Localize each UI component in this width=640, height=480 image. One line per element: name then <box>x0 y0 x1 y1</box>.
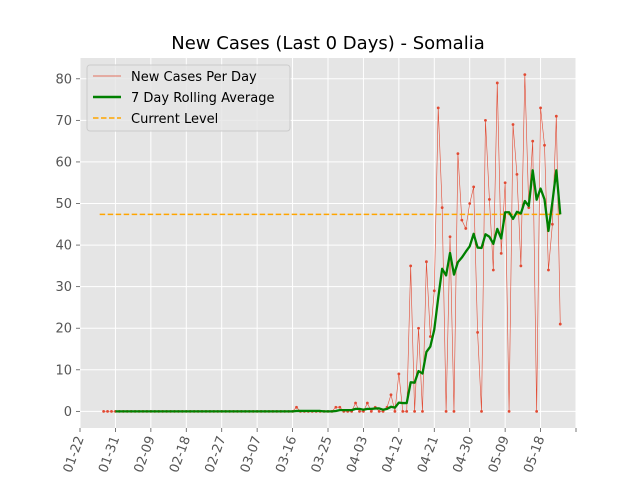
point-new-cases-per-day <box>535 409 539 413</box>
point-new-cases-per-day <box>354 401 357 405</box>
point-new-cases-per-day <box>389 393 393 397</box>
point-new-cases-per-day <box>495 81 499 85</box>
point-new-cases-per-day <box>334 405 338 409</box>
point-new-cases-per-day <box>464 227 468 230</box>
x-tick-label: 01-22 <box>61 434 88 475</box>
point-new-cases-per-day <box>436 106 440 110</box>
point-new-cases-per-day <box>519 264 523 268</box>
point-new-cases-per-day <box>369 409 373 413</box>
point-new-cases-per-day <box>413 409 417 413</box>
point-new-cases-per-day <box>425 260 428 264</box>
point-new-cases-per-day <box>515 173 519 176</box>
point-new-cases-per-day <box>440 206 444 210</box>
x-tick-label: 01-31 <box>96 434 123 475</box>
legend: New Cases Per Day 7 Day Rolling Average … <box>86 64 291 132</box>
point-new-cases-per-day <box>448 235 452 239</box>
x-tick-label: 03-16 <box>273 434 300 475</box>
series-line-7-day-rolling-average <box>115 169 562 413</box>
point-new-cases-per-day <box>456 152 460 156</box>
legend-box <box>86 64 291 132</box>
point-new-cases-per-day <box>106 409 109 413</box>
point-new-cases-per-day <box>499 251 503 255</box>
x-tick-label: 02-18 <box>167 434 194 475</box>
point-new-cases-per-day <box>487 197 491 201</box>
point-new-cases-per-day <box>110 409 113 413</box>
point-new-cases-per-day <box>397 372 401 376</box>
point-new-cases-per-day <box>523 73 527 77</box>
x-tick-label: 05-18 <box>521 434 548 475</box>
point-new-cases-per-day <box>444 409 448 413</box>
point-new-cases-per-day <box>468 202 472 205</box>
series-layer <box>99 73 562 413</box>
point-new-cases-per-day <box>421 409 424 413</box>
legend-label-daily: New Cases Per Day <box>131 70 257 85</box>
point-new-cases-per-day <box>550 222 554 226</box>
point-new-cases-per-day <box>409 264 413 268</box>
y-tick-label: 10 <box>55 363 72 378</box>
point-new-cases-per-day <box>432 289 436 293</box>
x-tick-label: 02-27 <box>202 434 229 475</box>
point-new-cases-per-day <box>405 409 409 413</box>
x-tick-label: 03-25 <box>309 434 336 475</box>
y-tick-label: 30 <box>55 280 72 295</box>
point-new-cases-per-day <box>554 114 558 118</box>
point-new-cases-per-day <box>428 335 432 338</box>
point-new-cases-per-day <box>393 409 397 413</box>
point-new-cases-per-day <box>417 326 420 330</box>
point-new-cases-per-day <box>377 409 381 413</box>
point-new-cases-per-day <box>452 409 456 413</box>
x-tick-label: 04-21 <box>415 434 442 475</box>
y-tick-label: 50 <box>55 197 72 212</box>
x-tick-label: 03-07 <box>238 434 265 475</box>
x-tick-label: 04-30 <box>450 434 477 475</box>
y-tick-label: 60 <box>55 155 72 170</box>
x-tick-label: 05-09 <box>486 434 513 475</box>
x-axis: 01-22 01-31 02-09 02-18 02-27 03-07 03-16 03-25… <box>61 428 577 475</box>
y-tick-label: 0 <box>64 405 72 420</box>
x-tick-label: 04-12 <box>380 434 407 475</box>
point-new-cases-per-day <box>539 106 542 110</box>
point-new-cases-per-day <box>491 268 495 272</box>
point-new-cases-per-day <box>358 409 361 413</box>
y-axis: 0 10 20 30 40 50 60 70 80 <box>55 72 80 420</box>
legend-label-current: Current Level <box>131 112 218 127</box>
point-new-cases-per-day <box>472 185 476 189</box>
x-tick-label: 02-09 <box>132 434 159 475</box>
point-new-cases-per-day <box>507 409 511 413</box>
y-tick-label: 40 <box>55 239 72 254</box>
point-new-cases-per-day <box>476 330 479 334</box>
point-new-cases-per-day <box>484 118 487 122</box>
point-new-cases-per-day <box>511 123 515 126</box>
point-new-cases-per-day <box>460 218 464 222</box>
legend-label-rolling: 7 Day Rolling Average <box>131 91 274 106</box>
point-new-cases-per-day <box>547 268 550 272</box>
point-new-cases-per-day <box>480 409 483 413</box>
point-new-cases-per-day <box>543 143 546 147</box>
y-tick-label: 80 <box>55 72 72 87</box>
point-new-cases-per-day <box>102 409 106 413</box>
y-tick-label: 20 <box>55 322 72 337</box>
point-new-cases-per-day <box>365 401 369 405</box>
y-tick-label: 70 <box>55 114 72 129</box>
x-tick-label: 04-03 <box>344 434 371 475</box>
point-new-cases-per-day <box>401 409 405 413</box>
point-new-cases-per-day <box>527 206 531 210</box>
point-new-cases-per-day <box>503 181 507 185</box>
point-new-cases-per-day <box>531 139 535 143</box>
point-new-cases-per-day <box>558 322 562 326</box>
point-new-cases-per-day <box>338 405 342 409</box>
point-new-cases-per-day <box>295 405 298 409</box>
chart-title: New Cases (Last 0 Days) - Somalia <box>171 33 484 54</box>
